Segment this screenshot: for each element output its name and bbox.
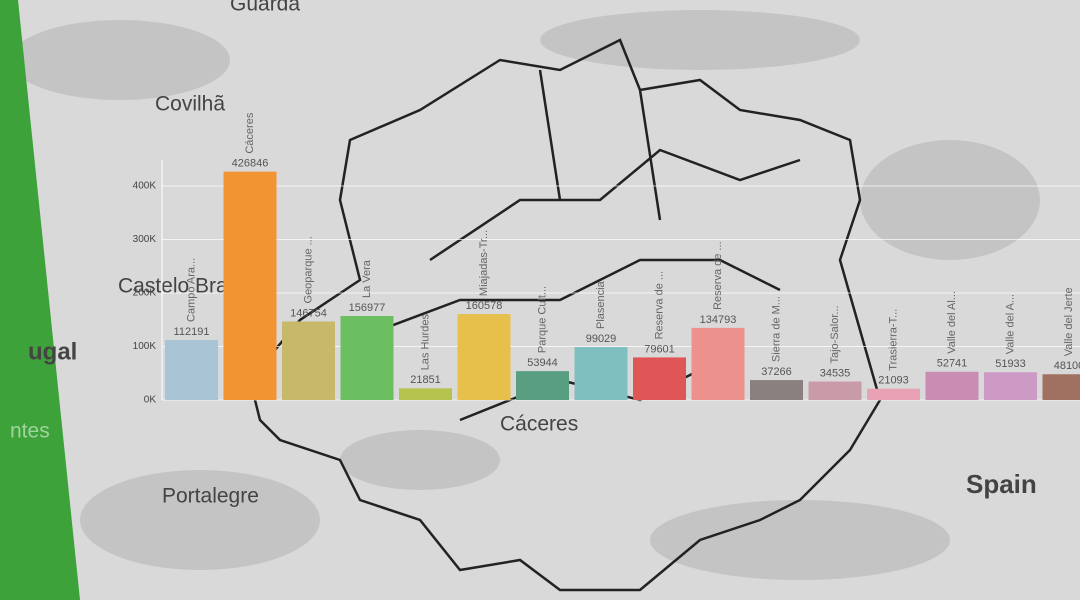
value-label: 53944 [527, 357, 558, 369]
bar [691, 327, 745, 400]
value-label: 99029 [586, 333, 617, 345]
bar [457, 314, 511, 400]
x-tick-label: Valle del Jerte [1063, 287, 1075, 356]
value-label: 160578 [466, 300, 503, 312]
x-tick-label: Miajadas-Tr... [478, 230, 490, 296]
bar [1042, 374, 1080, 400]
bar [282, 321, 335, 400]
bar [574, 347, 628, 400]
value-label: 37266 [761, 366, 792, 378]
map-label: Portalegre [162, 485, 259, 508]
x-tick-label: Plasencia [595, 280, 607, 329]
x-tick-label: Parque Cult... [536, 286, 548, 353]
value-label: 146754 [290, 307, 327, 319]
x-tick-label: Trasierra-T... [887, 309, 899, 371]
value-label: 51933 [995, 358, 1026, 370]
value-label: 112191 [174, 326, 210, 338]
y-tick-label: 200K [133, 288, 157, 299]
bar [925, 371, 979, 400]
x-tick-label: Valle del Al... [946, 291, 958, 354]
bar [808, 381, 862, 400]
bar [750, 380, 803, 400]
bar [516, 371, 569, 400]
bar [223, 171, 277, 400]
map-terrain [10, 10, 1040, 580]
x-tick-label: Valle del A... [1004, 294, 1016, 354]
map-label: Covilhã [155, 93, 225, 116]
value-label: 52741 [937, 358, 968, 370]
x-tick-label: Campo Ara... [185, 258, 197, 322]
value-label: 21851 [410, 374, 441, 386]
value-label: 21093 [878, 375, 909, 387]
x-tick-label: Reserva de ... [712, 241, 724, 309]
bar [165, 339, 218, 400]
x-tick-label: Geoparque ... [302, 236, 314, 303]
map-label: Spain [966, 469, 1037, 499]
y-tick-label: 300K [133, 234, 157, 245]
bar [984, 372, 1037, 400]
x-tick-label: Reserva de ... [653, 271, 665, 339]
x-tick-label: Las Hurdes [419, 314, 431, 371]
value-label: 34535 [820, 367, 851, 379]
value-label: 79601 [644, 343, 675, 355]
x-tick-label: Sierra de M... [770, 296, 782, 362]
bar [867, 388, 920, 400]
y-tick-label: 400K [133, 181, 157, 192]
value-label: 426846 [232, 158, 269, 170]
y-tick-label: 100K [133, 341, 157, 352]
bar-chart: 0K 100K 200K 300K 400K 112191 Campo Ara... 4268… [133, 112, 1080, 406]
bar [399, 388, 452, 400]
value-label: 156977 [349, 302, 386, 314]
x-tick-label: Cáceres [244, 112, 256, 153]
map-label: Cáceres [500, 413, 578, 436]
map-label: ntes [10, 420, 50, 443]
bar [633, 357, 686, 400]
x-tick-label: Tajo-Salor... [829, 305, 841, 363]
bar [340, 316, 394, 400]
map-label: ugal [28, 338, 77, 365]
green-strip [0, 0, 80, 600]
y-tick-label: 0K [144, 395, 157, 406]
map-label: Guarda [230, 0, 300, 16]
value-label: 48100 [1054, 360, 1080, 372]
x-tick-label: La Vera [361, 259, 373, 298]
value-label: 134793 [700, 314, 737, 326]
